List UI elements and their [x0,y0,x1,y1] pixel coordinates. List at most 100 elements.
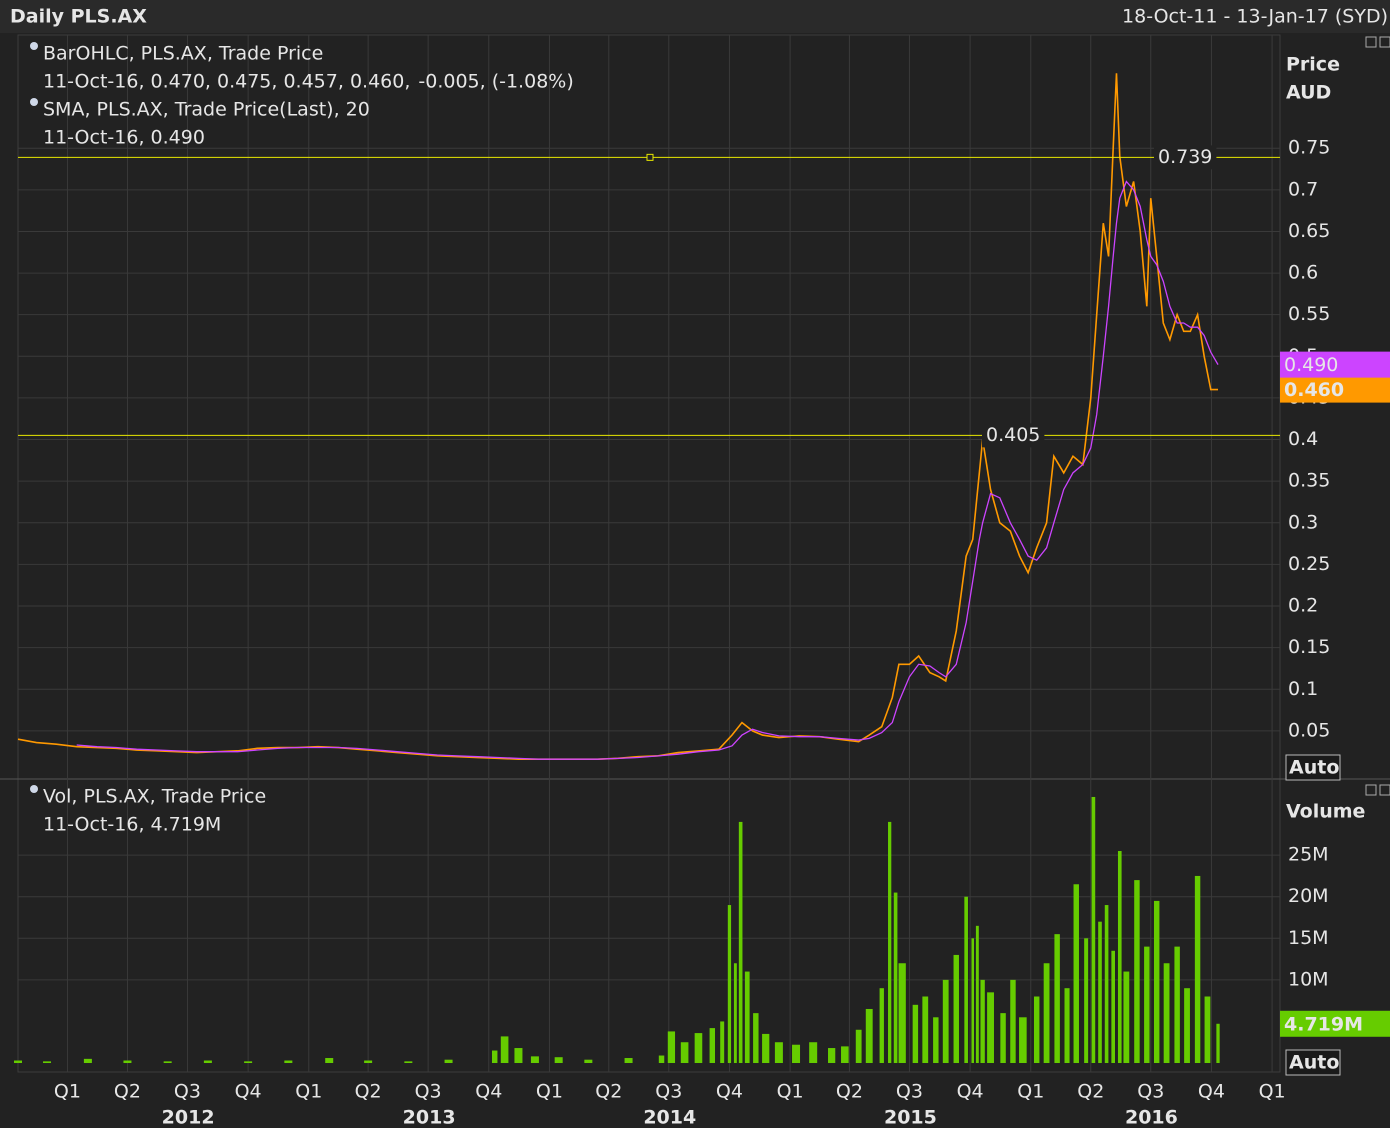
legend-icon [30,98,38,106]
volume-bar [694,1033,703,1064]
x-tick-label: Q2 [114,1081,141,1103]
reference-label-bg [982,423,1045,448]
volume-bar [554,1057,563,1064]
volume-bar [942,979,949,1064]
button[interactable] [1379,36,1390,48]
volume-bar [709,1028,716,1064]
volume-bar [444,1059,453,1064]
chart-title: Daily PLS.AX [10,6,147,28]
volume-bar [733,963,737,1064]
volume-bar [841,1046,849,1064]
reference-label: 0.739 [1158,146,1212,168]
volume-bar [912,1004,919,1064]
x-tick-label: Q4 [1198,1081,1225,1103]
volume-bar [1010,979,1016,1064]
grid-layer [18,35,1280,1072]
x-tick-label: Q4 [716,1081,743,1103]
year-label: 2012 [162,1107,215,1128]
volume-bar [738,821,743,1064]
legend-name: Vol, PLS.AX, Trade Price [43,786,266,808]
volume-bar [971,938,975,1064]
y-axis-unit: AUD [1286,82,1331,104]
reference-label-bg [1154,145,1217,170]
volume-bar [980,979,985,1064]
volume-bar [1043,963,1050,1064]
volume-bar [809,1042,818,1064]
window-buttons [1365,36,1390,796]
series-line [17,73,1219,760]
volume-bar [865,1008,873,1064]
y-tick-label: 20M [1288,885,1329,907]
y-tick-label: 0.2 [1288,595,1318,617]
x-tick-label: Q3 [896,1081,923,1103]
volume-bar [855,1029,862,1064]
y-tick-label: 0.1 [1288,678,1318,700]
year-label: 2016 [1125,1107,1178,1128]
button[interactable] [1365,784,1377,796]
last-value-tag-label: 0.490 [1284,354,1338,376]
y-tick-label: 10M [1288,968,1329,990]
volume-bar [491,1050,498,1064]
x-tick-label: Q1 [54,1081,81,1103]
volume-bar [1084,938,1089,1064]
volume-bar [500,1036,509,1064]
volume-bar [1000,1013,1006,1064]
volume-bar [1091,796,1096,1064]
legend-change: -0.005, (-1.08%) [418,71,573,93]
volume-bar [123,1060,132,1064]
anchor-handle [646,153,654,161]
button[interactable] [1379,784,1390,796]
volume-bar [14,1060,22,1064]
volume-bar [828,1048,836,1064]
x-tick-label: Q4 [235,1081,262,1103]
volume-bar [888,821,892,1064]
year-label: 2014 [643,1107,696,1128]
volume-bar [667,1031,676,1064]
volume-bar [1064,988,1070,1064]
x-tick-label: Q3 [415,1081,442,1103]
year-label: 2013 [403,1107,456,1128]
volume-bar [1216,1023,1220,1064]
volume-bar [774,1042,783,1064]
volume-bar [1134,880,1140,1064]
volume-bar [244,1061,253,1064]
y-tick-label: 25M [1288,844,1329,866]
volume-bar [1163,963,1170,1064]
last-value-tag [1280,1010,1390,1037]
volume-bar [744,971,750,1064]
series-line [76,180,1219,760]
last-value-tag [1280,376,1390,403]
auto-button[interactable]: Auto [1289,757,1339,779]
volume-bar [1019,1017,1027,1064]
volume-bar [1123,971,1130,1064]
last-value-tag [1280,351,1390,378]
volume-bar [284,1060,293,1064]
volume-bar [1174,946,1180,1064]
volume-bar [1117,851,1122,1064]
volume-bar [953,954,959,1064]
volume-bar [933,1017,939,1064]
year-label: 2015 [884,1107,937,1128]
auto-button-box[interactable] [1285,1049,1341,1076]
volume-bar [1144,946,1150,1064]
volume-bar [922,996,929,1064]
volume-bar [762,1033,770,1064]
volume-bar [364,1060,373,1064]
x-tick-label: Q3 [174,1081,201,1103]
marks-layer [14,73,1220,1064]
volume-bar [624,1058,633,1064]
volume-bar [792,1044,801,1064]
auto-button-box[interactable] [1285,754,1341,781]
x-tick-label: Q4 [475,1081,502,1103]
auto-button[interactable]: Auto [1289,1052,1339,1074]
x-tick-label: Q4 [957,1081,984,1103]
plot-frame [17,34,1281,1073]
button[interactable] [1365,36,1377,48]
x-tick-label: Q1 [1017,1081,1044,1103]
volume-bar [1033,996,1040,1064]
y-tick-label: 0.4 [1288,428,1318,450]
y-tick-label: 0.65 [1288,220,1330,242]
y-tick-label: 0.3 [1288,511,1318,533]
legend-last-values: 11-Oct-16, 0.470, 0.475, 0.457, 0.460, [43,71,410,93]
